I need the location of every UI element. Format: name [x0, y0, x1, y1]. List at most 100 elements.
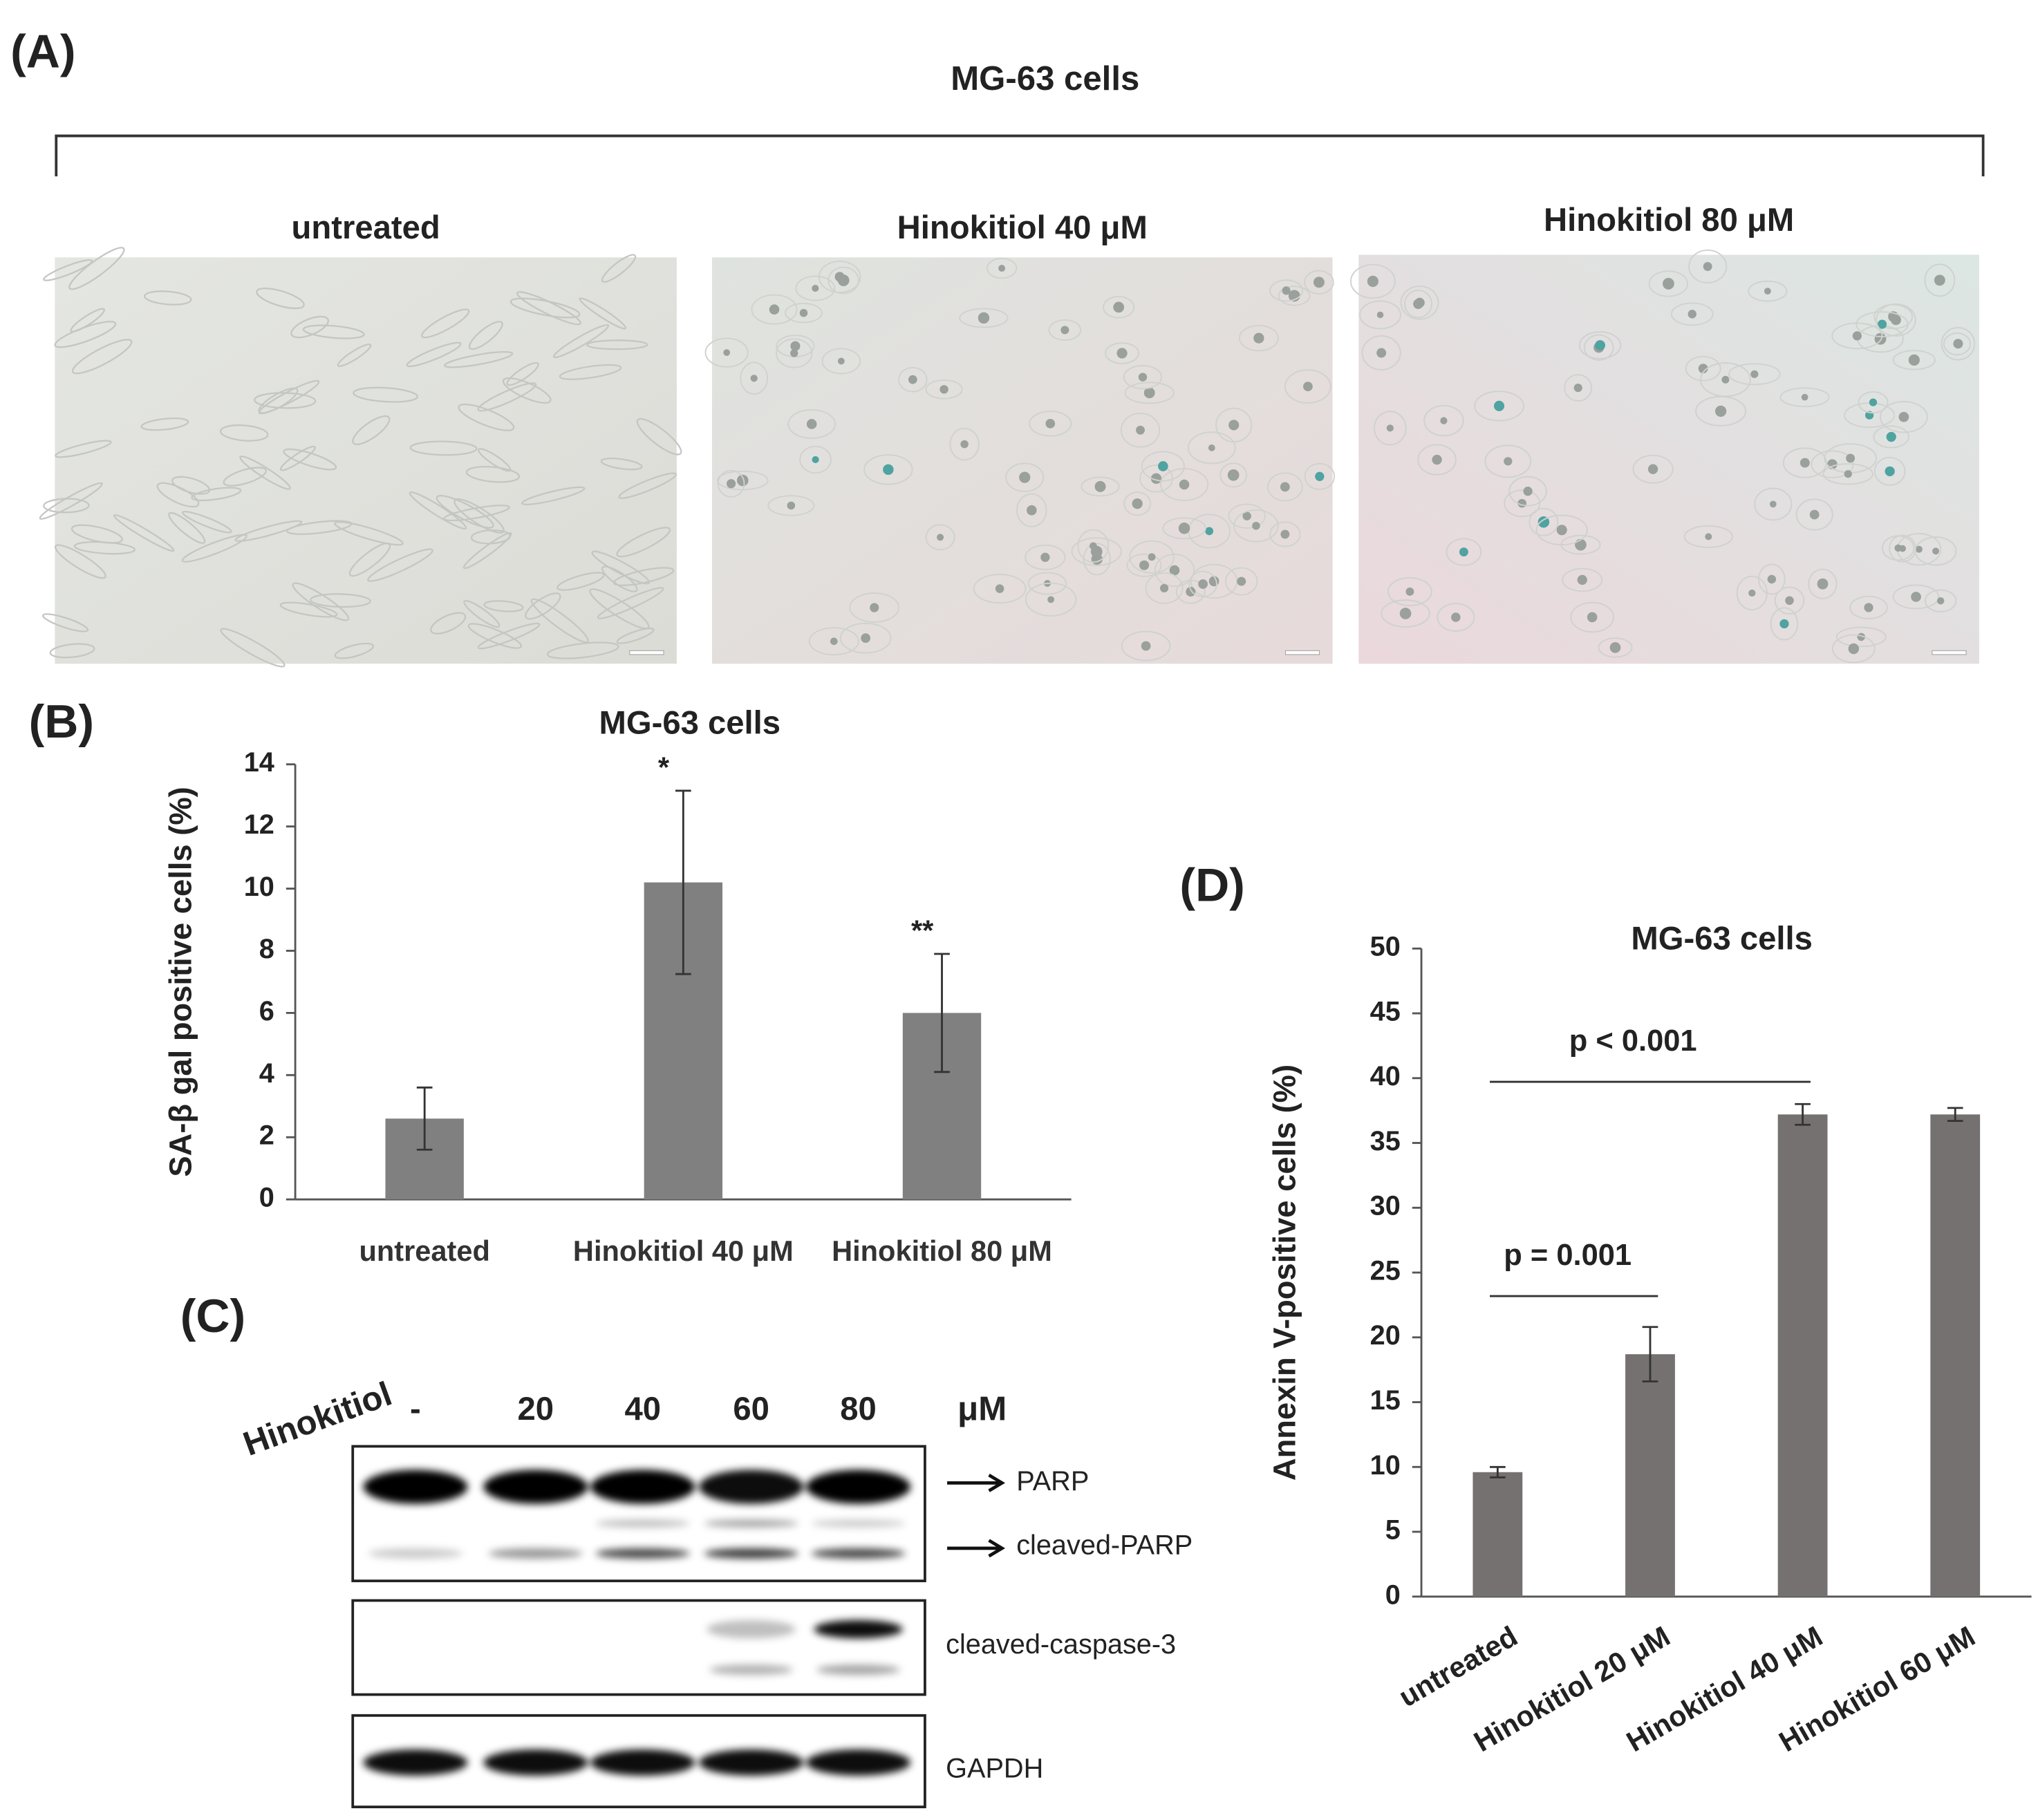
cell [254, 392, 317, 409]
cell [898, 366, 928, 393]
cell [477, 622, 541, 650]
cell [616, 627, 655, 644]
cell [458, 403, 515, 431]
significance-label: p = 0.001 [1504, 1239, 1632, 1272]
cell [49, 643, 95, 659]
error-bar [1795, 1103, 1811, 1126]
cell [71, 524, 123, 544]
micrograph [711, 257, 1333, 664]
bar [1625, 1354, 1675, 1597]
cell [559, 364, 622, 380]
nucleus [812, 285, 819, 292]
cell [39, 482, 103, 520]
cell [70, 308, 105, 332]
cell [1284, 369, 1331, 404]
nucleus [1721, 375, 1730, 384]
lane-label: 20 [518, 1391, 554, 1427]
nucleus [1886, 431, 1896, 442]
nucleus [1852, 331, 1862, 341]
cell [973, 574, 1027, 604]
cell [1437, 603, 1475, 632]
cell [1124, 382, 1175, 404]
cell [1027, 572, 1067, 595]
nucleus [1367, 275, 1378, 288]
nucleus [1376, 311, 1384, 319]
cell [1423, 404, 1464, 437]
cell [55, 440, 112, 458]
nucleus [998, 265, 1006, 272]
bar [1473, 1472, 1523, 1597]
nucleus [1575, 538, 1587, 551]
cell [467, 623, 523, 649]
cell [795, 275, 836, 301]
cell [1808, 568, 1838, 599]
scale-bar [1285, 650, 1320, 655]
cell [1381, 599, 1430, 628]
band [595, 1519, 690, 1528]
nucleus [1494, 400, 1505, 411]
nucleus [1703, 262, 1712, 271]
nucleus [861, 633, 871, 644]
lane-label: 60 [733, 1391, 769, 1427]
nucleus [1252, 521, 1260, 530]
nucleus [1767, 574, 1777, 584]
cell [1267, 472, 1303, 502]
nucleus [1280, 529, 1290, 539]
nucleus [750, 375, 758, 382]
cell [454, 498, 505, 534]
nucleus [1205, 527, 1214, 536]
cell [1145, 572, 1184, 604]
cell [1562, 567, 1603, 592]
cell [586, 339, 648, 350]
cell [1071, 537, 1122, 566]
cell [353, 386, 418, 403]
nucleus [1595, 340, 1605, 350]
cell [113, 514, 175, 552]
blot-frame [351, 1599, 926, 1696]
bar [1930, 1114, 1981, 1597]
nucleus [1587, 612, 1598, 623]
nucleus [1405, 588, 1414, 596]
cell [1748, 280, 1788, 302]
cell [181, 534, 247, 563]
cell [1228, 503, 1266, 529]
nucleus [1208, 576, 1219, 587]
cell [502, 377, 552, 404]
panel-label: (C) [180, 1290, 245, 1342]
nucleus [1932, 547, 1940, 555]
cell [557, 572, 605, 591]
nucleus [1846, 453, 1855, 463]
cell [1120, 412, 1161, 448]
cell [704, 337, 749, 368]
image-label: Hinokitiol 40 μM [897, 209, 1148, 246]
band [704, 1519, 798, 1528]
nucleus [1748, 589, 1756, 597]
cell [1219, 462, 1248, 488]
cell [839, 622, 892, 654]
nucleus [1313, 276, 1325, 288]
y-tick-label: 4 [259, 1058, 274, 1089]
image-label: Hinokitiol 80 μM [1544, 202, 1794, 238]
nucleus [939, 385, 948, 394]
cell [1359, 300, 1401, 330]
band [816, 1664, 901, 1676]
band [483, 1470, 588, 1504]
cell [279, 601, 338, 618]
cell [1685, 355, 1721, 382]
cell [286, 520, 353, 535]
cell [1121, 630, 1171, 662]
cell [239, 456, 291, 490]
cell [43, 259, 93, 281]
y-tick-label: 0 [1385, 1579, 1401, 1610]
cell [1077, 529, 1110, 563]
micrograph [1358, 254, 1979, 664]
nucleus [1160, 583, 1169, 593]
band [699, 1749, 804, 1776]
cell [591, 550, 651, 585]
y-tick-label: 25 [1370, 1255, 1401, 1286]
cell [828, 266, 859, 294]
cell [1304, 270, 1334, 295]
cell [182, 510, 232, 534]
band [814, 1620, 903, 1639]
